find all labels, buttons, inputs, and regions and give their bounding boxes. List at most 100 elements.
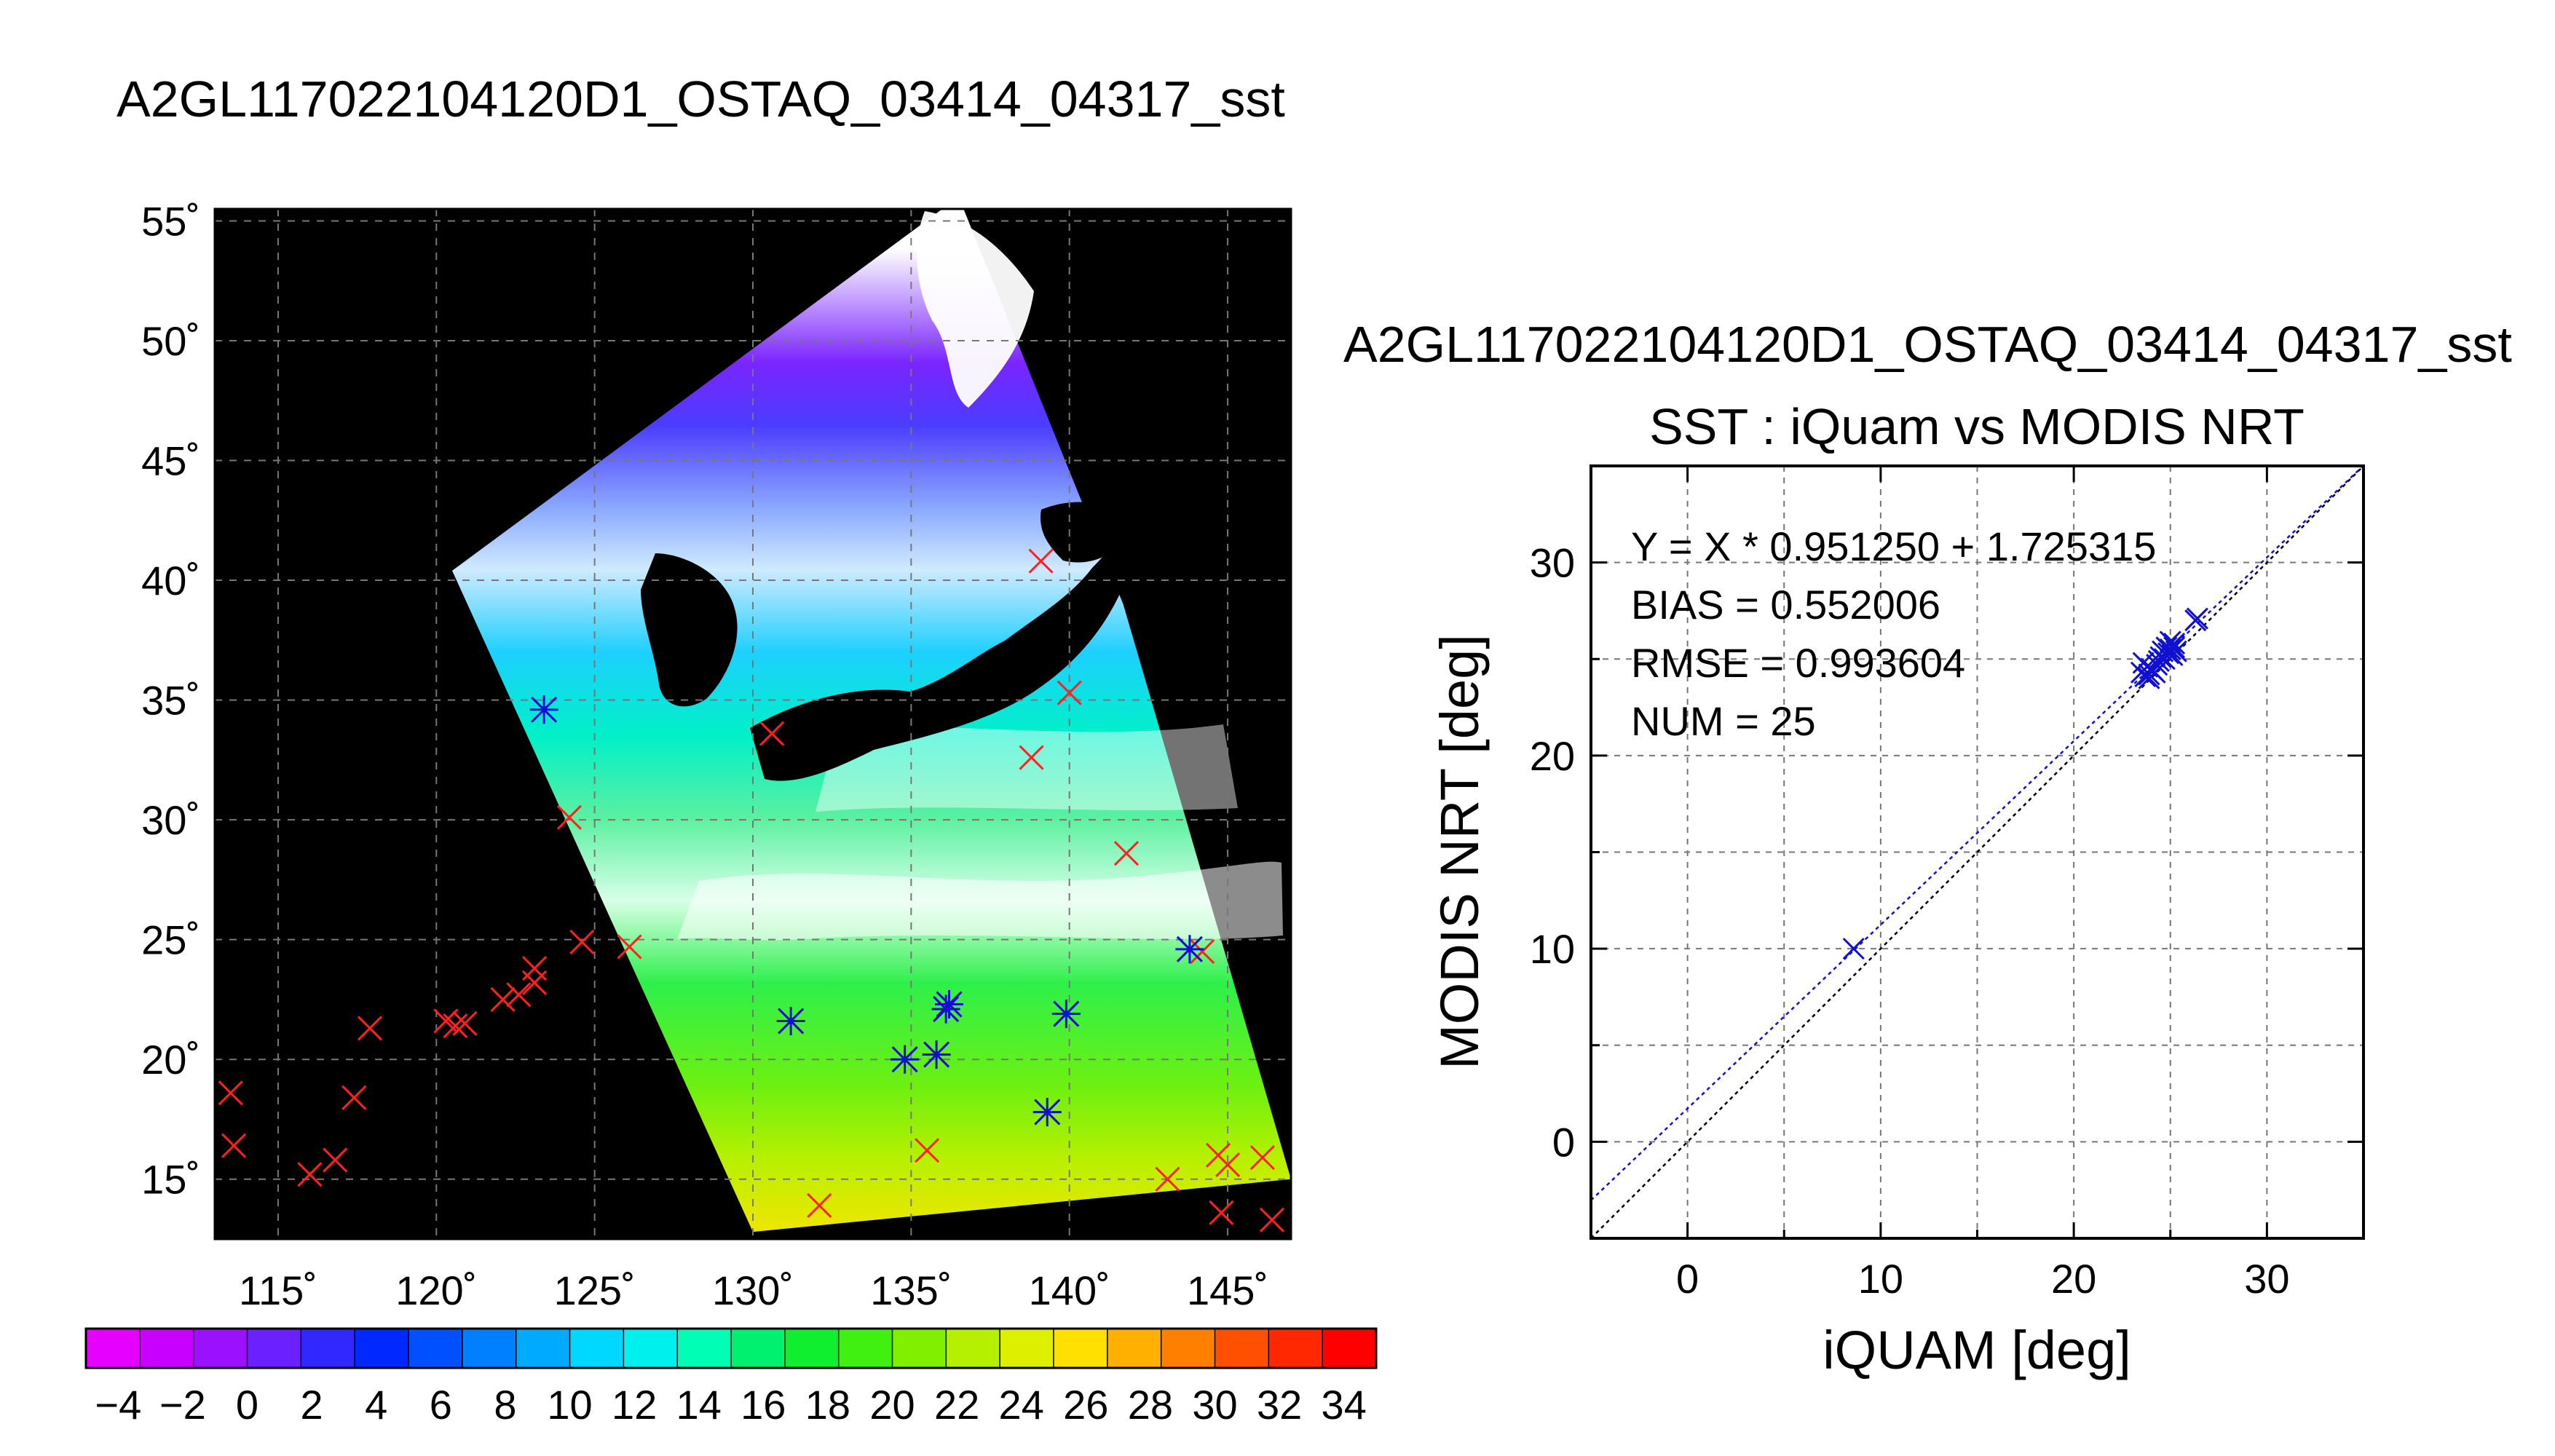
- fit-line: [1591, 466, 2364, 1201]
- colorbar-tick-label: 10: [547, 1382, 592, 1428]
- map-match-marker: [1155, 1166, 1180, 1192]
- map-lat-ticks: 15˚ 20˚ 25˚ 30˚ 35˚ 40˚ 45˚ 50˚ 55˚: [141, 198, 200, 1202]
- map-match-marker-stroke-b: [1028, 548, 1054, 574]
- map-lat-tick-label: 55˚: [141, 198, 200, 244]
- colorbar-tick-label: 6: [430, 1382, 452, 1428]
- colorbar-tick-label: 12: [612, 1382, 657, 1428]
- map-match-marker-stroke-b: [569, 929, 595, 955]
- map-match-marker-stroke-b: [218, 1080, 243, 1106]
- map-match-marker: [1249, 1145, 1275, 1171]
- map-match-marker: [452, 1010, 478, 1036]
- map-match-marker: [759, 721, 785, 746]
- map-match-marker: [341, 1085, 367, 1110]
- scatter-point: [2147, 649, 2170, 672]
- colorbar-segment: [892, 1329, 947, 1368]
- map-match-marker-stroke-b: [759, 721, 785, 746]
- map-starred-marker: [891, 1045, 920, 1074]
- colorbar-segment: [946, 1329, 1000, 1368]
- map-match-marker: [1259, 1207, 1284, 1233]
- map-match-marker-stroke-b: [1113, 841, 1140, 866]
- map-match-marker: [1028, 548, 1054, 574]
- scatter-point-stroke-b: [1842, 938, 1865, 960]
- map-frame: [213, 207, 1292, 1241]
- map-match-marker-stroke-b: [1155, 1166, 1180, 1192]
- scatter-point-stroke-b: [2159, 630, 2181, 653]
- map-lon-tick-label: 145˚: [1187, 1267, 1268, 1313]
- map-lon-tick-label: 140˚: [1029, 1267, 1110, 1313]
- map-starred-marker: [1175, 935, 1204, 964]
- map-match-marker: [915, 1138, 940, 1163]
- map-match-marker-stroke-b: [521, 956, 548, 981]
- map-lon-tick-label: 130˚: [712, 1267, 794, 1313]
- map-match-marker: [490, 986, 516, 1012]
- identity-line: [1591, 466, 2364, 1238]
- map-match-marker: [1057, 680, 1082, 705]
- colorbar-tick-label: 26: [1063, 1382, 1108, 1428]
- map-match-marker-stroke-b: [1209, 1200, 1234, 1225]
- colorbar-tick-label: 24: [999, 1382, 1044, 1428]
- scatter-y-tick-label: 0: [1552, 1119, 1575, 1165]
- colorbar-segment: [193, 1329, 248, 1368]
- scatter-point-stroke-b: [2147, 649, 2170, 672]
- scatter-point-stroke-b: [2165, 640, 2187, 662]
- colorbar-tick-label: −4: [95, 1382, 141, 1428]
- map-lat-tick-label: 25˚: [141, 917, 200, 963]
- scatter-y-tick-label: 10: [1530, 926, 1575, 972]
- map-lat-tick-label: 45˚: [141, 438, 200, 484]
- map-match-marker: [218, 1080, 243, 1106]
- colorbar-segment: [1215, 1329, 1269, 1368]
- colorbar-segment: [569, 1329, 624, 1368]
- map-lon-tick-label: 125˚: [554, 1267, 636, 1313]
- scatter-lines: [1591, 466, 2364, 1238]
- map-match-marker-stroke-b: [221, 1133, 247, 1158]
- map-starred-marker: [1051, 1000, 1081, 1029]
- map-match-marker: [357, 1016, 383, 1041]
- map-lon-tick-label: 115˚: [239, 1267, 317, 1313]
- colorbar-segment: [677, 1329, 732, 1368]
- scatter-points: [1842, 607, 2208, 960]
- map-match-marker: [297, 1162, 323, 1187]
- colorbar-segment: [1268, 1329, 1323, 1368]
- colorbar-tick-label: −2: [159, 1382, 206, 1428]
- map-starred-marker: [776, 1006, 805, 1036]
- map-lat-tick-label: 30˚: [141, 797, 200, 843]
- colorbar-tick-label: 14: [676, 1382, 722, 1428]
- map-match-marker: [521, 956, 548, 981]
- colorbar-segment: [838, 1329, 893, 1368]
- scatter-subtitle: SST : iQuam vs MODIS NRT: [1649, 398, 2305, 455]
- map-match-marker-stroke-b: [1249, 1145, 1275, 1171]
- sst-colorbar: [84, 1327, 1378, 1369]
- map-match-marker: [221, 1133, 247, 1158]
- colorbar-tick-label: 32: [1257, 1382, 1302, 1428]
- map-match-marker-stroke-b: [490, 986, 516, 1012]
- map-match-marker: [1209, 1200, 1234, 1225]
- colorbar-segment: [355, 1329, 409, 1368]
- korea-landmass: [641, 553, 738, 707]
- map-lon-tick-label: 135˚: [870, 1267, 952, 1313]
- map-match-marker: [323, 1147, 348, 1173]
- map-starred-marker: [1032, 1098, 1062, 1127]
- colorbar-tick-label: 2: [301, 1382, 323, 1428]
- map-match-marker-stroke-b: [1215, 1152, 1241, 1178]
- cloud-band-mid: [816, 724, 1238, 812]
- map-match-marker-stroke-b: [452, 1010, 478, 1036]
- colorbar-segment: [139, 1329, 194, 1368]
- scatter-y-tick-label: 20: [1530, 733, 1575, 779]
- map-gridlines: [215, 209, 1291, 1239]
- map-match-marker-stroke-b: [617, 934, 642, 960]
- colorbar-segment: [301, 1329, 355, 1368]
- map-lat-tick-label: 20˚: [141, 1037, 200, 1083]
- map-title: A2GL117022104120D1_OSTAQ_03414_04317_sst: [117, 71, 1285, 127]
- map-match-marker: [443, 1013, 468, 1039]
- colorbar-segment: [1161, 1329, 1216, 1368]
- cloud-band-south: [677, 861, 1283, 941]
- colorbar-tick-label: 22: [934, 1382, 979, 1428]
- scatter-stat-line: NUM = 25: [1631, 698, 1816, 744]
- colorbar-segment: [462, 1329, 517, 1368]
- colorbar-segment: [516, 1329, 571, 1368]
- scatter-point-stroke-b: [2186, 607, 2208, 630]
- hokkaido-landmass: [1040, 502, 1136, 563]
- scatter-panel: A2GL117022104120D1_OSTAQ_03414_04317_sst…: [1343, 316, 2512, 1380]
- colorbar-segment: [1107, 1329, 1162, 1368]
- scatter-point: [2141, 660, 2164, 682]
